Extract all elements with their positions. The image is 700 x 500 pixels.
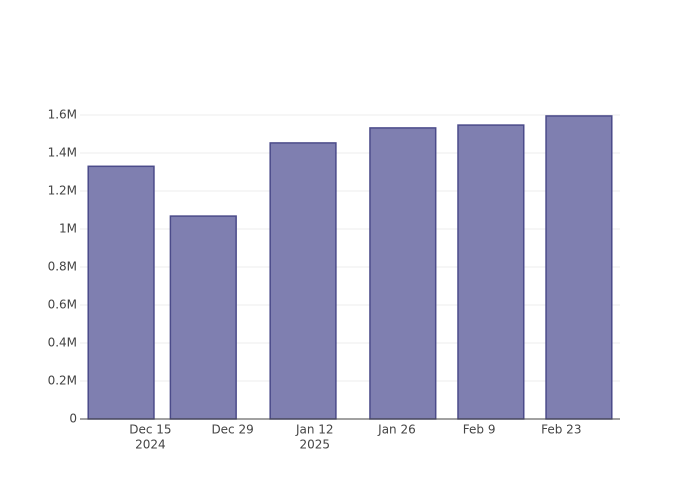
x-tick-label: Jan 12 [295,423,334,437]
y-tick-label: 0 [69,412,77,426]
y-tick-label: 0.8M [48,260,77,274]
x-tick-label: Feb 23 [541,423,581,437]
x-tick-label: 2024 [135,438,166,452]
x-tick-label: Dec 15 [129,423,171,437]
bar [87,165,155,420]
y-tick-label: 0.6M [48,298,77,312]
bar [457,124,525,420]
y-tick-label: 1.6M [48,108,77,122]
bar [545,115,613,420]
x-tick-label: Feb 9 [463,423,496,437]
bar [169,215,237,420]
x-tick-label: Dec 29 [211,423,253,437]
y-tick-label: 0.4M [48,336,77,350]
y-tick-label: 0.2M [48,374,77,388]
x-tick-label: 2025 [300,438,331,452]
x-tick-label: Jan 26 [377,423,416,437]
bar [369,127,437,420]
y-tick-label: 1.2M [48,184,77,198]
y-tick-label: 1.4M [48,146,77,160]
y-tick-label: 1M [59,222,77,236]
bar [269,142,337,420]
